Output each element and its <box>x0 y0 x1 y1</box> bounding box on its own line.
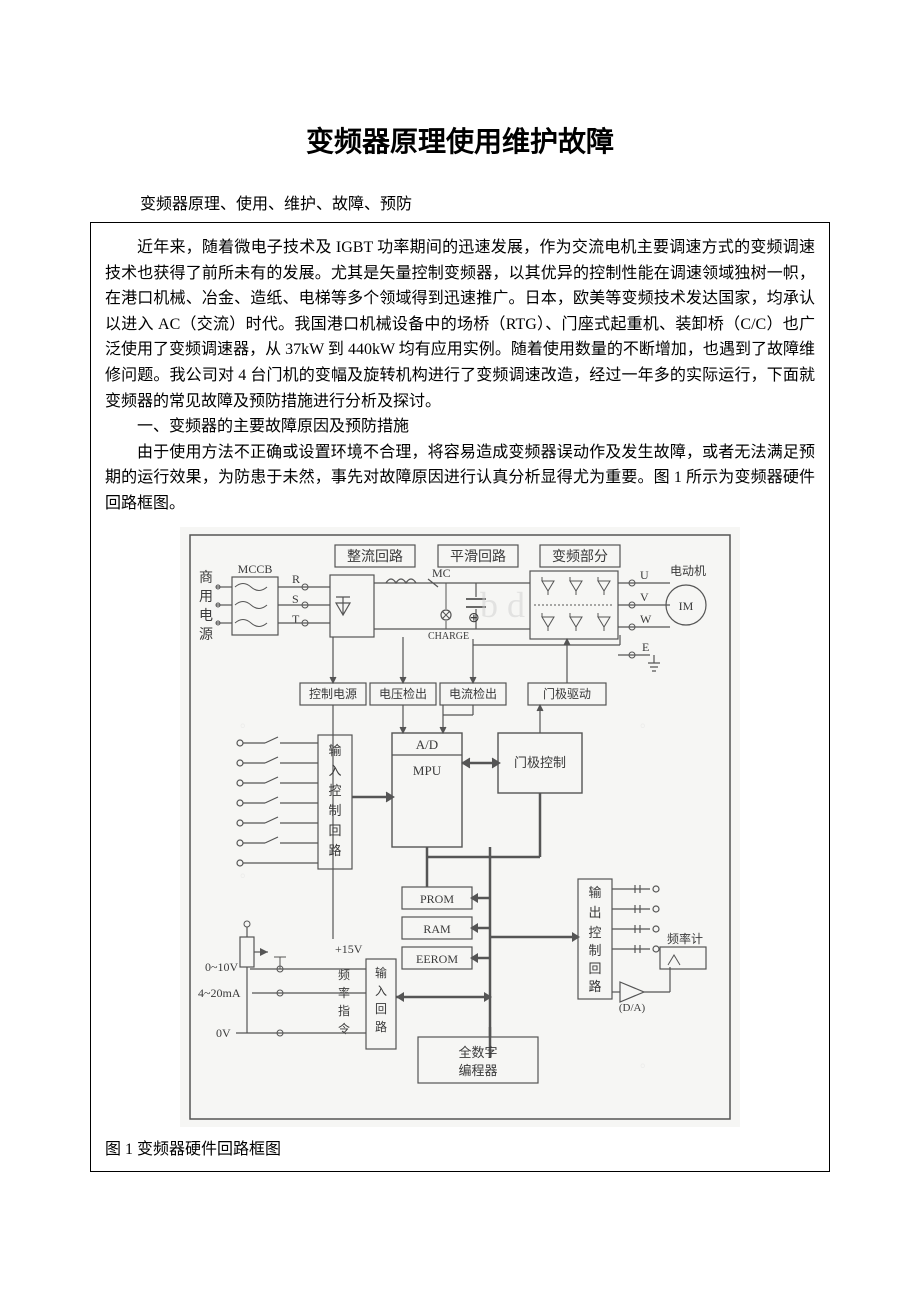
svg-text:。: 。 <box>640 1056 654 1071</box>
figure-1: 整流回路 平滑回路 变频部分 商 用 电 源 MCCB <box>180 527 740 1127</box>
paragraph-1: 近年来，随着微电子技术及 IGBT 功率期间的迅速发展，作为交流电机主要调速方式… <box>105 235 815 414</box>
svg-text:电: 电 <box>199 608 213 624</box>
svg-text:路: 路 <box>588 979 601 994</box>
figure-wrap: 整流回路 平滑回路 变频部分 商 用 电 源 MCCB <box>105 527 815 1127</box>
svg-text:R: R <box>292 572 300 586</box>
svg-text:令: 令 <box>338 1021 350 1036</box>
svg-text:4~20mA: 4~20mA <box>198 986 241 1000</box>
svg-text:。: 。 <box>240 716 254 731</box>
svg-text:门极驱动: 门极驱动 <box>543 686 591 701</box>
svg-text:输: 输 <box>588 885 601 900</box>
svg-text:整流回路: 整流回路 <box>347 549 403 565</box>
svg-text:A/D: A/D <box>416 737 438 752</box>
svg-text:输: 输 <box>375 965 387 980</box>
svg-text:控制电源: 控制电源 <box>309 687 357 701</box>
svg-text:门极控制: 门极控制 <box>514 755 566 770</box>
svg-text:V: V <box>640 590 649 604</box>
svg-text:控: 控 <box>588 925 601 940</box>
svg-text:0~10V: 0~10V <box>205 960 238 974</box>
svg-text:MC: MC <box>432 566 451 580</box>
svg-text:MCCB: MCCB <box>238 562 273 576</box>
svg-text:电动机: 电动机 <box>670 564 706 578</box>
svg-text:编程器: 编程器 <box>458 1063 497 1078</box>
paragraph-2: 由于使用方法不正确或设置环境不合理，将容易造成变频器误动作及发生故障，或者无法满… <box>105 440 815 517</box>
svg-text:b d: b d <box>480 585 525 625</box>
svg-text:。: 。 <box>240 866 254 881</box>
svg-text:商: 商 <box>199 570 213 586</box>
svg-text:IM: IM <box>679 599 694 613</box>
subtitle: 变频器原理、使用、维护、故障、预防 <box>90 190 830 214</box>
svg-text:EEROM: EEROM <box>416 952 458 966</box>
svg-text:路: 路 <box>328 843 341 858</box>
svg-text:平滑回路: 平滑回路 <box>450 548 506 565</box>
svg-text:输: 输 <box>328 743 341 758</box>
section-heading-1: 一、变频器的主要故障原因及预防措施 <box>105 414 815 440</box>
svg-text:控: 控 <box>328 783 341 798</box>
svg-text:0V: 0V <box>216 1026 231 1040</box>
content-box: 近年来，随着微电子技术及 IGBT 功率期间的迅速发展，作为交流电机主要调速方式… <box>90 222 830 1172</box>
svg-text:E: E <box>642 640 649 654</box>
svg-text:PROM: PROM <box>420 892 454 906</box>
svg-text:入: 入 <box>328 763 341 778</box>
svg-text:⊕: ⊕ <box>468 611 480 626</box>
block-diagram-svg: 整流回路 平滑回路 变频部分 商 用 电 源 MCCB <box>180 527 740 1127</box>
svg-text:电流检出: 电流检出 <box>449 686 497 701</box>
svg-text:用: 用 <box>199 590 213 605</box>
svg-text:S: S <box>292 592 299 606</box>
svg-text:出: 出 <box>588 905 601 920</box>
svg-text:MPU: MPU <box>413 763 442 778</box>
svg-text:入: 入 <box>375 984 387 998</box>
svg-text:频: 频 <box>338 968 350 982</box>
svg-text:回: 回 <box>588 961 601 976</box>
svg-text:频率计: 频率计 <box>667 931 703 946</box>
svg-text:路: 路 <box>375 1019 387 1034</box>
svg-text:电压检出: 电压检出 <box>379 686 427 701</box>
svg-text:变频部分: 变频部分 <box>552 549 608 565</box>
page-title: 变频器原理使用维护故障 <box>90 120 830 160</box>
svg-text:RAM: RAM <box>423 922 451 936</box>
svg-text:(D/A): (D/A) <box>619 1002 646 1014</box>
svg-text:制: 制 <box>588 943 601 958</box>
svg-text:T: T <box>292 612 300 626</box>
svg-text:U: U <box>640 568 649 582</box>
svg-text:全数字: 全数字 <box>458 1045 497 1060</box>
svg-text:回: 回 <box>375 1002 387 1016</box>
svg-text:回: 回 <box>328 823 341 838</box>
svg-text:+15V: +15V <box>335 942 363 956</box>
svg-text:W: W <box>640 612 652 626</box>
svg-text:。: 。 <box>640 716 654 731</box>
svg-text:指: 指 <box>338 1003 350 1018</box>
svg-text:CHARGE: CHARGE <box>428 631 469 642</box>
svg-text:制: 制 <box>328 803 341 818</box>
figure-caption: 图 1 变频器硬件回路框图 <box>105 1135 815 1159</box>
svg-text:源: 源 <box>199 627 213 643</box>
